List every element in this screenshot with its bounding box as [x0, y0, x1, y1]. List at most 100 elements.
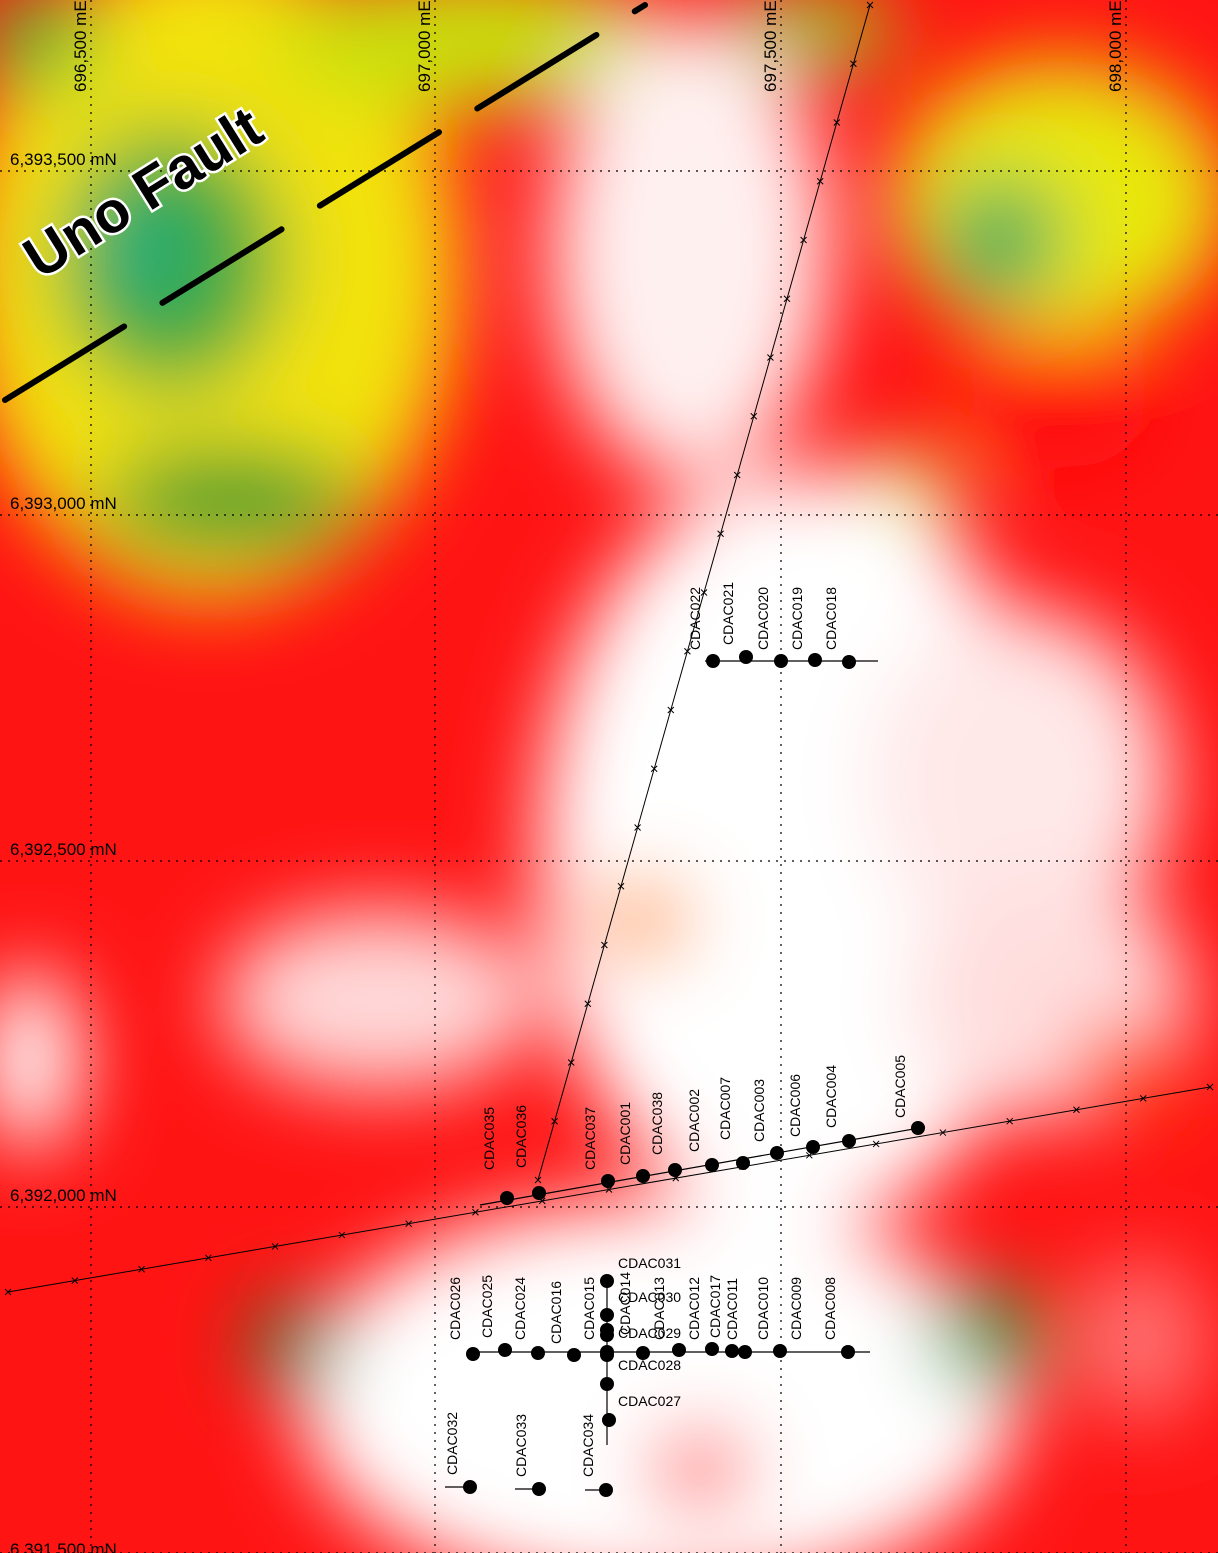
drill-hole [636, 1169, 650, 1183]
easting-label: 696,500 mE [71, 0, 90, 92]
track-marker [601, 941, 608, 949]
drill-hole-label: CDAC006 [787, 1074, 803, 1137]
northing-label: 6,393,500 mN [10, 150, 117, 169]
drill-hole-label: CDAC037 [582, 1107, 598, 1170]
track-marker [204, 1254, 212, 1262]
track-marker [717, 530, 724, 538]
drill-hole [773, 1344, 787, 1358]
drill-hole [738, 1345, 752, 1359]
drill-hole [600, 1308, 614, 1322]
drill-hole-label: CDAC020 [755, 587, 771, 650]
track-marker [534, 1176, 542, 1184]
track-marker [833, 119, 841, 126]
drill-hole [736, 1156, 750, 1170]
drill-hole [706, 654, 720, 668]
drill-hole-label: CDAC030 [618, 1289, 681, 1305]
track-marker [872, 1140, 880, 1148]
track-marker [700, 589, 708, 596]
northing-label: 6,392,500 mN [10, 840, 117, 859]
track-marker [733, 471, 741, 479]
drill-hole [668, 1163, 682, 1177]
drill-hole-label: CDAC025 [479, 1275, 495, 1338]
drill-hole-label: CDAC024 [512, 1277, 528, 1340]
track-marker [850, 60, 857, 68]
drill-hole [705, 1342, 719, 1356]
drill-hole [531, 1346, 545, 1360]
drill-hole [600, 1348, 614, 1362]
drill-hole [806, 1140, 820, 1154]
drill-hole-label: CDAC032 [444, 1412, 460, 1475]
drill-holes: CDAC022 CDAC021 CDAC020 CDAC019 CDAC018 CDAC0… [444, 582, 925, 1497]
track-marker [584, 1000, 592, 1008]
drill-hole [463, 1480, 477, 1494]
drill-hole [636, 1346, 650, 1360]
easting-label: 698,000 mE [1106, 0, 1125, 92]
track-marker [866, 1, 874, 9]
easting-label: 697,000 mE [415, 0, 434, 92]
drill-hole-label: CDAC004 [823, 1065, 839, 1128]
track-marker [1073, 1106, 1080, 1114]
track-marker [338, 1231, 346, 1239]
track-marker [783, 295, 791, 303]
track-marker [71, 1277, 79, 1284]
drill-hole-label: CDAC016 [548, 1281, 564, 1344]
drill-hole [739, 650, 753, 664]
northing-label: 6,393,000 mN [10, 494, 117, 513]
drill-hole [600, 1323, 614, 1337]
track-marker [1006, 1117, 1014, 1125]
track-marker [939, 1129, 947, 1136]
fault-line [2, 2, 648, 403]
drill-hole-label: CDAC001 [617, 1102, 633, 1165]
drill-hole-label: CDAC036 [513, 1105, 529, 1168]
drill-hole [532, 1482, 546, 1496]
track-marker [667, 706, 675, 714]
drill-hole-label: CDAC013 [651, 1277, 667, 1340]
track-marker [816, 177, 824, 185]
drill-hole [600, 1377, 614, 1391]
drill-hole [601, 1174, 615, 1188]
drill-hole [532, 1186, 546, 1200]
track-marker [405, 1220, 413, 1228]
drill-hole-label: CDAC005 [892, 1055, 908, 1118]
drill-hole-label: CDAC026 [447, 1277, 463, 1340]
drill-hole-label: CDAC027 [618, 1393, 681, 1409]
drill-hole [672, 1343, 686, 1357]
drill-hole [842, 655, 856, 669]
track-marker [634, 824, 641, 831]
drill-hole-label: CDAC008 [822, 1277, 838, 1340]
northing-label: 6,392,000 mN [10, 1186, 117, 1205]
track-marker [617, 882, 625, 890]
drill-hole-label: CDAC028 [618, 1357, 681, 1373]
drill-hole-label: CDAC007 [717, 1077, 733, 1140]
track-marker [684, 647, 691, 655]
drill-hole [770, 1146, 784, 1160]
track-marker [750, 412, 758, 420]
drill-hole [911, 1121, 925, 1135]
track-marker [650, 765, 658, 773]
drill-hole-label: CDAC018 [823, 587, 839, 650]
drill-hole-label: CDAC022 [687, 587, 703, 650]
drill-hole [842, 1134, 856, 1148]
track-marker [1139, 1095, 1147, 1102]
drill-hole [600, 1274, 614, 1288]
drill-hole-label: CDAC031 [618, 1255, 681, 1271]
drill-hole-label: CDAC014 [617, 1272, 633, 1335]
track-marker [271, 1243, 279, 1250]
drill-hole [498, 1343, 512, 1357]
track-marker [1206, 1083, 1214, 1091]
drill-hole-label: CDAC033 [513, 1414, 529, 1477]
drill-hole-label: CDAC003 [751, 1079, 767, 1142]
drill-hole [500, 1191, 514, 1205]
track-marker [4, 1288, 12, 1296]
drill-hole-label: CDAC015 [581, 1277, 597, 1340]
drill-hole [705, 1158, 719, 1172]
drill-hole-label: CDAC034 [580, 1414, 596, 1477]
drill-hole-label: CDAC002 [686, 1089, 702, 1152]
drill-hole [567, 1348, 581, 1362]
drill-hole [602, 1413, 616, 1427]
drill-hole-label: CDAC035 [481, 1107, 497, 1170]
northing-label: 6,391,500 mN [10, 1540, 117, 1553]
track-marker [551, 1117, 558, 1125]
